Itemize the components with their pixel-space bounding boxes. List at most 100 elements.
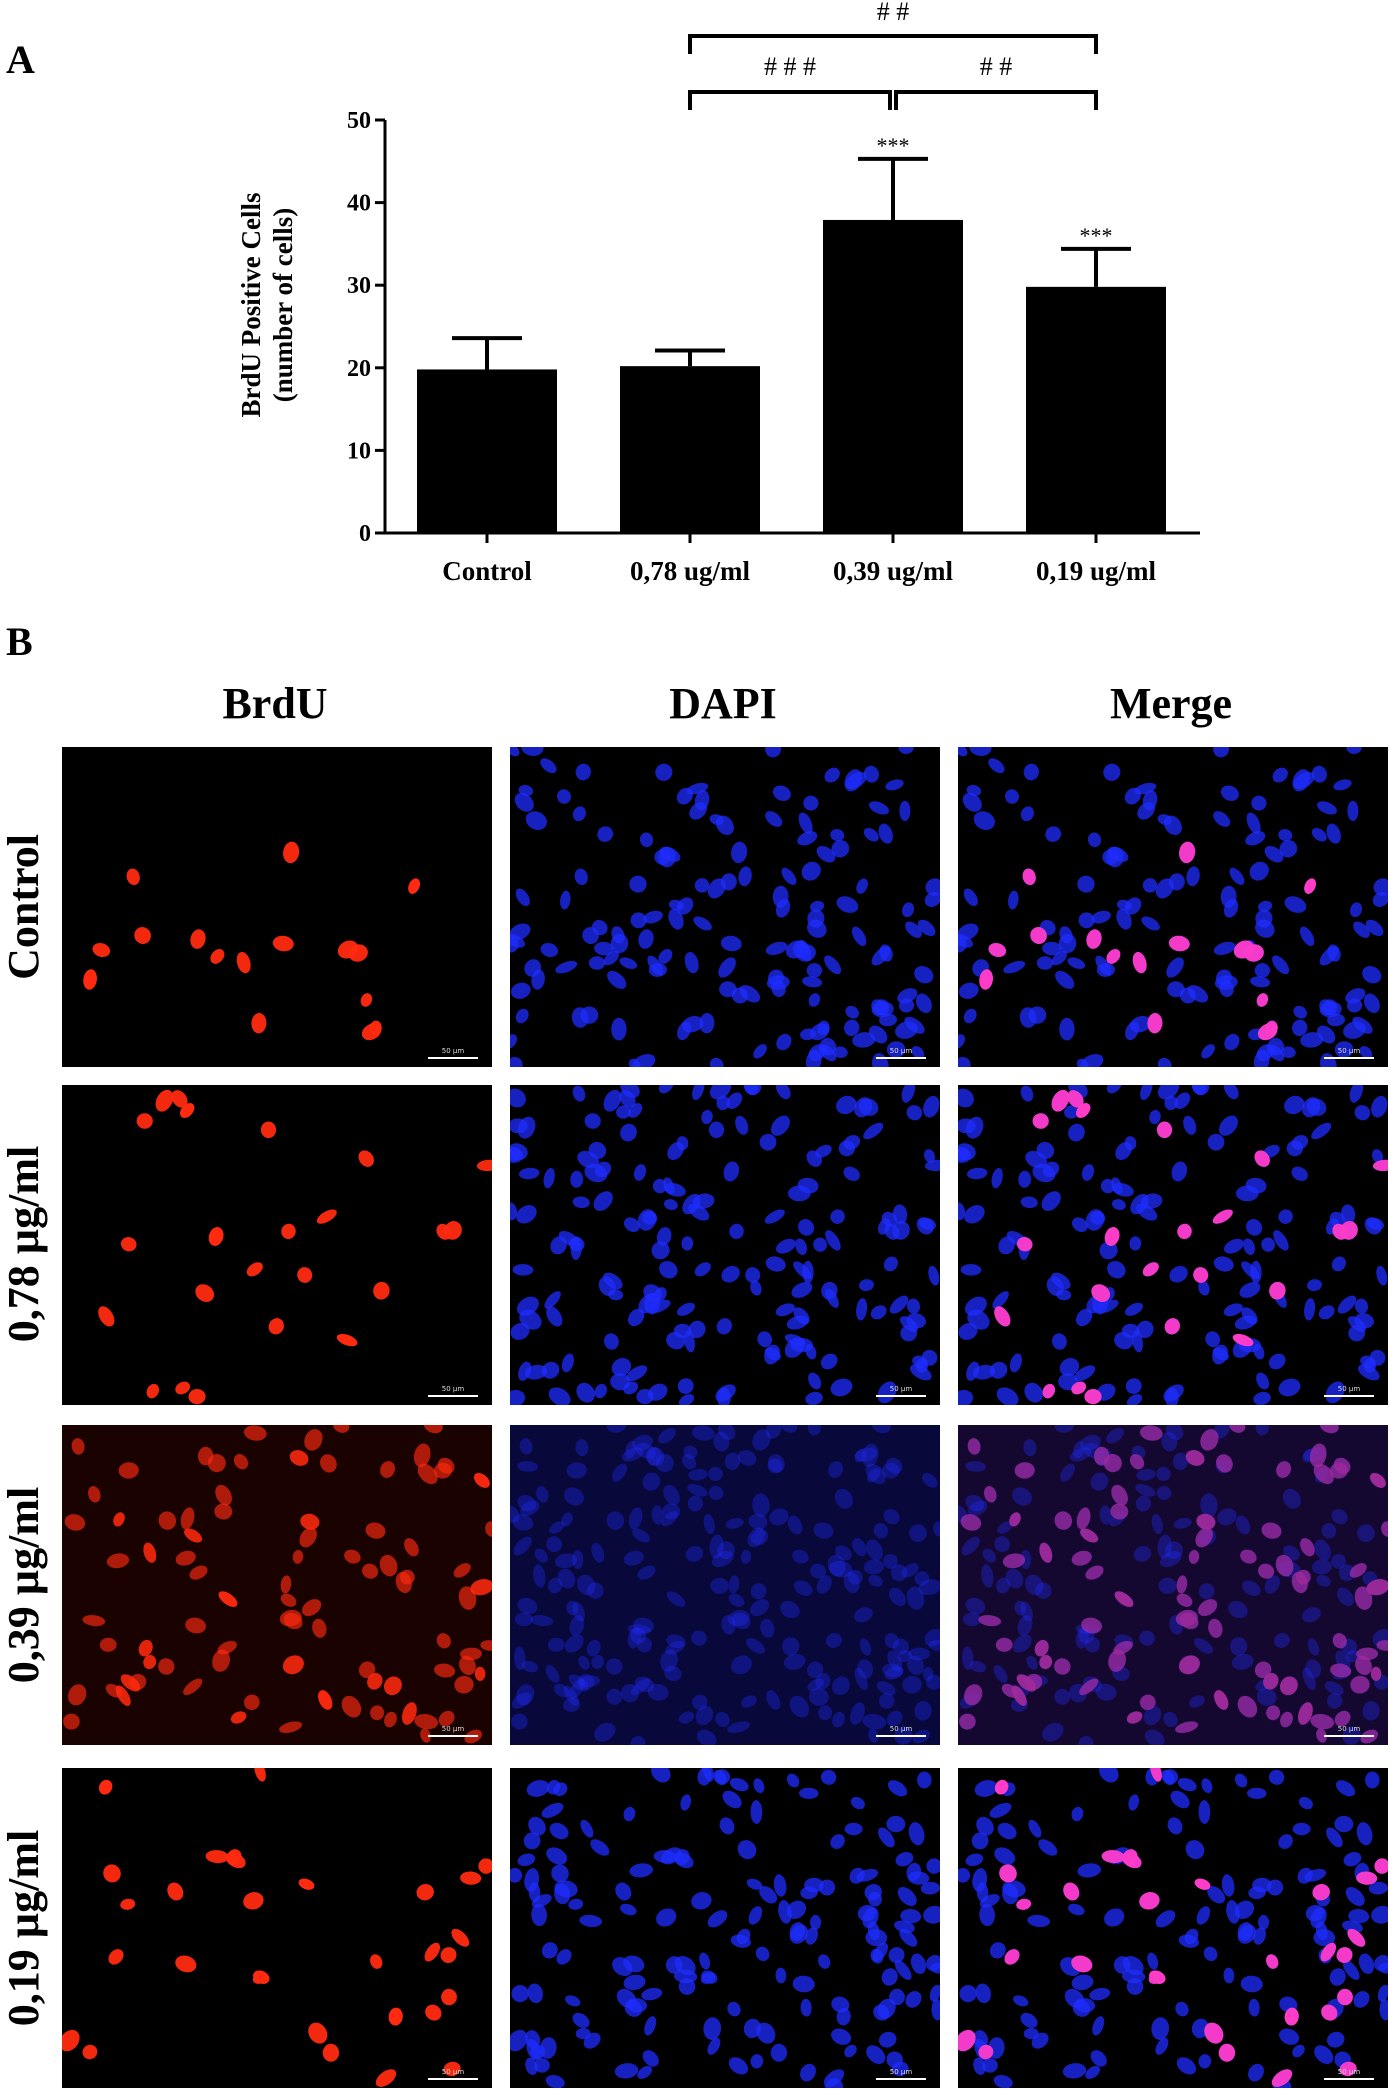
comparison-label: # # # xyxy=(764,52,816,81)
dapi-nucleus xyxy=(775,1085,791,1100)
dapi-nucleus xyxy=(1176,2057,1197,2075)
brdu-nucleus xyxy=(383,1676,402,1696)
merged-nucleus xyxy=(1332,1223,1348,1240)
brdu-nucleus xyxy=(99,1637,117,1652)
brdu-nucleus xyxy=(318,1690,333,1710)
dapi-nucleus xyxy=(834,1488,853,1509)
dapi-nucleus xyxy=(1071,1974,1094,1991)
dapi-nucleus xyxy=(1107,1085,1123,1094)
merged-nucleus xyxy=(1254,1661,1272,1679)
dapi-nucleus xyxy=(1213,811,1231,827)
dapi-nucleus xyxy=(1362,965,1382,984)
merged-nucleus xyxy=(1261,1522,1282,1539)
dapi-nucleus xyxy=(818,1954,831,1969)
dapi-nucleus xyxy=(991,1167,1003,1189)
dapi-nucleus xyxy=(576,1382,595,1403)
dapi-nucleus xyxy=(813,1237,828,1252)
brdu-nucleus xyxy=(365,1522,386,1539)
dapi-nucleus xyxy=(959,1984,977,2003)
dapi-nucleus xyxy=(510,982,531,999)
dapi-nucleus xyxy=(696,1729,717,1745)
dapi-nucleus xyxy=(1258,900,1273,912)
dapi-nucleus xyxy=(1243,1238,1255,1256)
dapi-nucleus xyxy=(1179,987,1197,1004)
dapi-nucleus xyxy=(1284,1095,1305,1115)
brdu-nucleus xyxy=(158,1658,175,1675)
scale-bar-line xyxy=(428,1057,478,1059)
dapi-nucleus xyxy=(667,1141,684,1161)
comparison-label: # # xyxy=(877,0,910,26)
micrograph-0-78-merge: 50 µm xyxy=(958,1085,1388,1405)
dapi-nucleus xyxy=(666,1634,686,1649)
dapi-nucleus xyxy=(642,2050,659,2067)
dapi-nucleus xyxy=(563,1697,581,1712)
dapi-nucleus xyxy=(854,1097,873,1118)
dapi-nucleus xyxy=(862,1713,887,1730)
dapi-nucleus xyxy=(560,890,571,910)
dapi-nucleus xyxy=(583,2032,601,2049)
dapi-nucleus xyxy=(865,1929,888,1947)
dapi-nucleus xyxy=(603,1089,622,1112)
dapi-nucleus xyxy=(597,826,614,842)
dapi-nucleus xyxy=(830,1834,845,1850)
dapi-nucleus xyxy=(582,927,599,944)
scale-bar: 50 µm xyxy=(428,2069,478,2080)
dapi-nucleus xyxy=(737,1840,757,1860)
dapi-nucleus xyxy=(889,1988,905,2006)
dapi-nucleus xyxy=(630,912,647,929)
dapi-nucleus xyxy=(1229,867,1245,885)
dapi-nucleus xyxy=(577,1574,596,1596)
dapi-nucleus xyxy=(917,919,936,937)
dapi-nucleus xyxy=(878,823,893,844)
dapi-nucleus xyxy=(1042,1161,1060,1178)
dapi-nucleus xyxy=(906,1862,922,1882)
merged-nucleus xyxy=(1139,1425,1163,1441)
dapi-nucleus xyxy=(1212,1344,1229,1365)
dapi-nucleus xyxy=(1278,1834,1293,1850)
dapi-nucleus xyxy=(897,1886,917,1907)
brdu-nucleus xyxy=(180,1507,195,1530)
dapi-nucleus xyxy=(780,1600,800,1619)
brdu-nucleus xyxy=(470,1579,492,1596)
merged-nucleus xyxy=(1196,1513,1216,1530)
brdu-nucleus xyxy=(292,1549,304,1564)
dapi-nucleus xyxy=(1347,800,1359,822)
dapi-nucleus xyxy=(611,1358,632,1377)
dapi-nucleus xyxy=(1342,1920,1363,1933)
dapi-nucleus xyxy=(703,2017,722,2040)
brdu-nucleus xyxy=(134,927,151,944)
dapi-nucleus xyxy=(636,1388,654,1405)
dapi-nucleus xyxy=(1112,1182,1134,1197)
dapi-nucleus xyxy=(808,993,821,1007)
brdu-nucleus xyxy=(188,1388,206,1405)
scale-bar-line xyxy=(428,2078,478,2080)
merged-nucleus xyxy=(1336,1947,1353,1964)
brdu-nucleus xyxy=(246,1262,263,1277)
dapi-nucleus xyxy=(1158,1577,1177,1594)
dapi-nucleus xyxy=(1220,785,1239,801)
dapi-nucleus xyxy=(584,1113,601,1129)
dapi-nucleus xyxy=(676,1302,696,1316)
merged-nucleus xyxy=(1214,1690,1229,1710)
merged-nucleus xyxy=(1204,2022,1224,2044)
dapi-nucleus xyxy=(958,1088,974,1108)
dapi-nucleus xyxy=(1129,1236,1142,1251)
dapi-nucleus xyxy=(871,946,891,966)
dapi-nucleus xyxy=(568,1678,586,1699)
dapi-nucleus xyxy=(1373,878,1388,897)
dapi-nucleus xyxy=(753,1778,765,1794)
dapi-nucleus xyxy=(578,1655,590,1670)
brdu-nucleus xyxy=(120,1674,141,1692)
dapi-nucleus xyxy=(548,1387,571,1405)
dapi-nucleus xyxy=(1079,1434,1101,1451)
y-axis-label: BrdU Positive Cells xyxy=(236,193,266,418)
y-tick-label: 30 xyxy=(347,273,371,299)
dapi-nucleus xyxy=(765,941,788,955)
merged-nucleus xyxy=(1176,1593,1193,1607)
dapi-nucleus xyxy=(1279,2028,1300,2045)
dapi-nucleus xyxy=(637,1565,656,1580)
dapi-nucleus xyxy=(655,763,673,781)
dapi-nucleus xyxy=(744,1085,762,1096)
dapi-nucleus xyxy=(691,1892,712,1910)
brdu-nucleus xyxy=(478,1858,492,1874)
